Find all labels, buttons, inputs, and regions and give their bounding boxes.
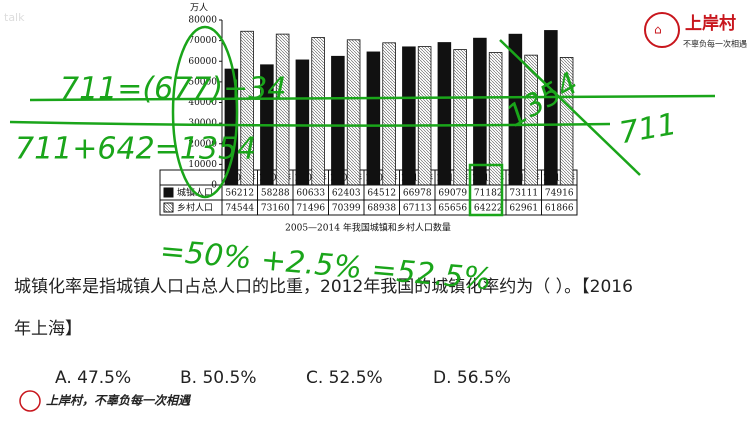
- legend-swatch: [163, 202, 174, 213]
- table-cell: 60633: [296, 189, 325, 199]
- axis-unit: 万人: [190, 3, 208, 14]
- question-line: 年上海】: [14, 319, 82, 339]
- y-tick-label: 10000: [188, 160, 217, 170]
- bar: [346, 39, 361, 186]
- y-tick-label: 20000: [188, 139, 217, 149]
- watermark: talk: [4, 11, 25, 24]
- bar: [437, 42, 452, 186]
- footer-text: 上岸村，不辜负每一次相遇: [46, 394, 192, 408]
- legend-swatch: [163, 187, 174, 198]
- bar: [453, 49, 467, 186]
- table-cell: 74544: [225, 204, 254, 214]
- bar: [417, 46, 432, 186]
- y-tick-label: 80000: [188, 16, 217, 26]
- bar: [382, 42, 396, 186]
- y-tick-label: 70000: [188, 36, 217, 46]
- legend-label: 乡村人口: [177, 202, 213, 214]
- logo-slogan: 不辜负每一次相遇: [683, 39, 747, 49]
- table-cell: 71496: [296, 204, 325, 214]
- table-cell: 58288: [261, 189, 290, 199]
- chart-caption: 2005—2014 年我国城镇和乡村人口数量: [285, 222, 451, 234]
- question-line: 城镇化率是指城镇人口占总人口的比重，2012年我国的城镇化率约为（ ）。【201…: [14, 277, 633, 297]
- bar: [402, 46, 416, 186]
- table-cell: 70399: [332, 204, 361, 214]
- table-cell: 69079: [438, 189, 467, 199]
- footer-logo: [19, 390, 41, 412]
- table-cell: 64512: [367, 189, 396, 199]
- table-cell: 66978: [403, 189, 432, 199]
- option[interactable]: A. 47.5%: [55, 368, 131, 388]
- bar: [295, 59, 310, 186]
- table-cell: 62961: [509, 204, 538, 214]
- table-cell: 74916: [545, 189, 574, 199]
- y-tick-label: 60000: [188, 57, 217, 67]
- option[interactable]: B. 50.5%: [180, 368, 256, 388]
- handwriting-shapes: [9, 25, 716, 217]
- bar: [311, 37, 325, 186]
- y-tick-label: 40000: [188, 98, 217, 108]
- table-cell: 67113: [403, 204, 432, 214]
- table-cell: 64222: [474, 204, 503, 214]
- table-cell: 73111: [509, 189, 538, 199]
- table-cell: 73160: [261, 204, 290, 214]
- logo-icon: ⌂: [654, 23, 662, 37]
- bar: [366, 51, 381, 186]
- handwriting: 711+642=1354: [15, 132, 256, 167]
- logo-mark: [644, 12, 680, 48]
- table-cell: 65656: [438, 204, 467, 214]
- option[interactable]: D. 56.5%: [433, 368, 511, 388]
- option[interactable]: C. 52.5%: [306, 368, 383, 388]
- handwriting: 711: [617, 107, 679, 151]
- table-cell: 71182: [474, 189, 503, 199]
- table-cell: 56212: [225, 189, 254, 199]
- bar: [473, 37, 487, 186]
- table-cell: 61866: [545, 204, 574, 214]
- logo-name: 上岸村: [685, 13, 736, 34]
- table-cell: 62403: [332, 189, 361, 199]
- table-cell: 68938: [367, 204, 396, 214]
- bar: [331, 55, 345, 186]
- bar: [275, 33, 290, 186]
- y-tick-label: 50000: [188, 77, 217, 87]
